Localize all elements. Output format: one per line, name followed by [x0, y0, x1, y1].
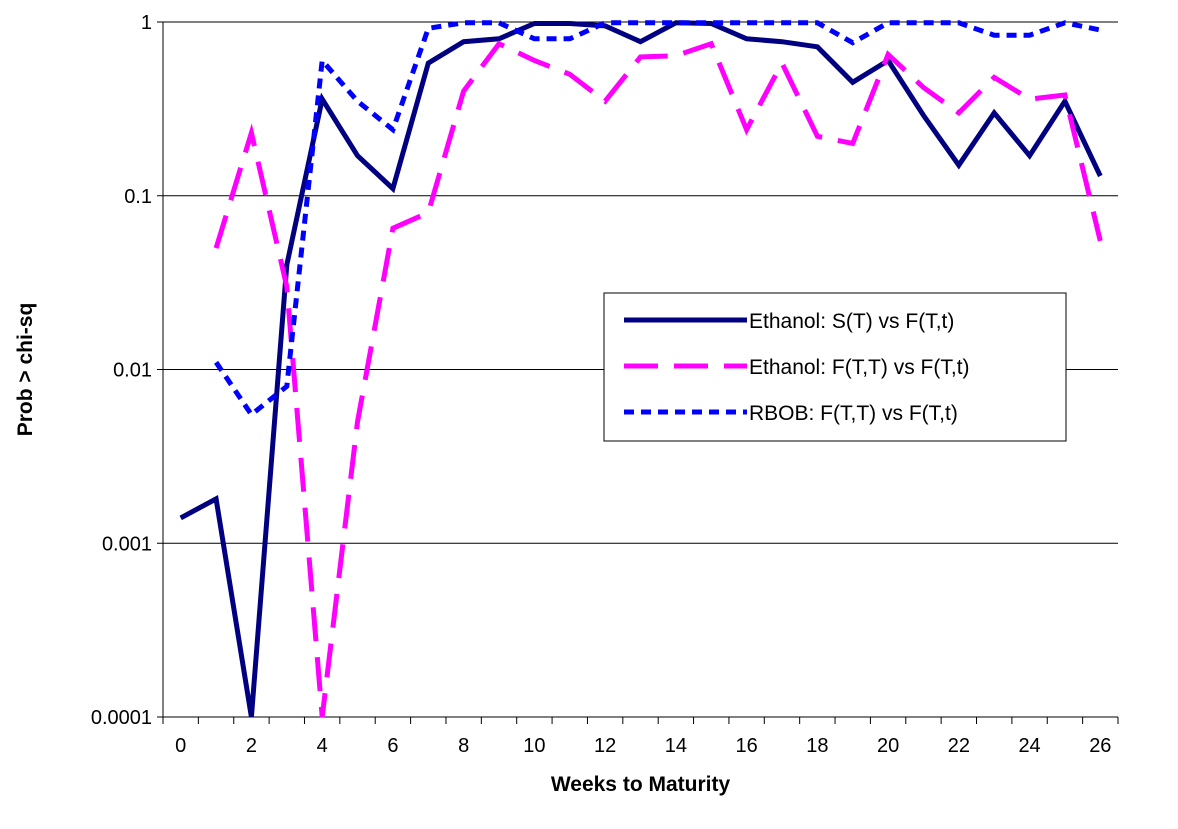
x-tick-label: 12 — [594, 735, 616, 757]
x-tick-label: 16 — [735, 735, 757, 757]
series-lines — [179, 20, 1103, 718]
legend-label: Ethanol: F(T,T) vs F(T,t) — [749, 356, 970, 379]
series-line-2 — [213, 40, 1103, 718]
y-tick-label: 0.0001 — [91, 707, 152, 729]
series-line-3 — [214, 20, 1101, 419]
y-axis-title: Prob > chi-sq — [14, 303, 37, 437]
y-tick-label: 1 — [141, 12, 152, 34]
x-tick-label: 0 — [175, 735, 186, 757]
x-tick-label: 14 — [665, 735, 687, 757]
x-tick-label: 6 — [387, 735, 398, 757]
y-tick-label: 0.001 — [102, 533, 152, 555]
legend-label: RBOB: F(T,T) vs F(T,t) — [749, 402, 958, 425]
x-tick-label: 2 — [246, 735, 257, 757]
x-tick-label: 26 — [1089, 735, 1111, 757]
x-tick-label: 22 — [948, 735, 970, 757]
x-tick-label: 20 — [877, 735, 899, 757]
x-tick-label: 4 — [317, 735, 328, 757]
x-tick-label: 24 — [1018, 735, 1040, 757]
x-axis-title: Weeks to Maturity — [551, 773, 731, 796]
x-tick-label: 10 — [523, 735, 545, 757]
legend: Ethanol: S(T) vs F(T,t) Ethanol: F(T,T) v… — [603, 292, 1067, 442]
legend-label: Ethanol: S(T) vs F(T,t) — [749, 310, 954, 333]
series-line-1 — [179, 20, 1103, 718]
x-tick-label: 8 — [458, 735, 469, 757]
x-tick-label: 18 — [806, 735, 828, 757]
y-tick-label: 0.1 — [124, 186, 152, 208]
y-tick-label: 0.01 — [113, 360, 152, 382]
